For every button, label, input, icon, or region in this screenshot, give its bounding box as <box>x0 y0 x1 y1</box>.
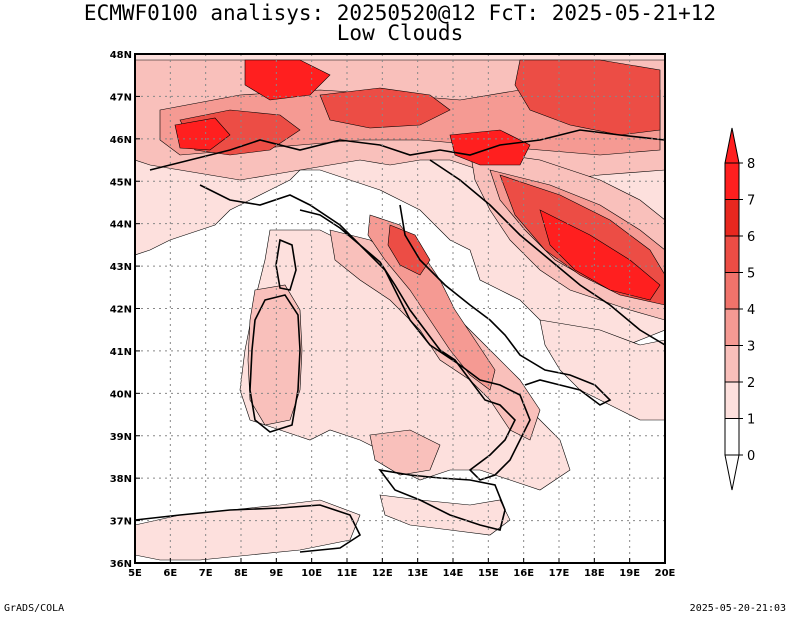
lat-tick-label: 47N <box>110 92 132 103</box>
lat-tick-label: 36N <box>110 559 132 570</box>
balkan-coast <box>429 159 665 346</box>
lon-tick-label: 12E <box>372 568 393 579</box>
sardinia-coastline <box>249 294 301 433</box>
lat-tick-label: 44N <box>110 220 132 231</box>
latitude-axis: 36N 37N 38N 39N 40N 41N 42N 43N 44N 45N 46N 47N 48N <box>110 50 140 570</box>
lon-tick-label: 10E <box>301 568 322 579</box>
lon-tick-label: 16E <box>513 568 534 579</box>
colorbar-label: 4 <box>747 303 755 318</box>
lon-tick-label: 17E <box>549 568 570 579</box>
lon-tick-label: 5E <box>128 568 142 579</box>
colorbar-segment <box>724 381 740 419</box>
cloud-region-level5-apennine <box>387 224 431 276</box>
colorbar-label: 2 <box>747 376 755 391</box>
map-subtitle: Low Clouds <box>336 21 464 45</box>
sicily-coastline <box>378 468 506 531</box>
lat-tick-label: 37N <box>110 517 132 528</box>
colorbar-label: 5 <box>747 267 755 282</box>
colorbar-segment <box>724 162 740 200</box>
colorbar-label: 8 <box>747 157 755 172</box>
lat-tick-label: 46N <box>110 135 132 146</box>
colorbar-segment <box>724 272 740 310</box>
lat-tick-label: 38N <box>110 474 132 485</box>
longitude-axis: 5E 6E 7E 8E 9E 10E 11E 12E 13E 14E 15E 16E 17E 18E 19E… <box>128 558 676 579</box>
cloud-region-level8-nw <box>174 117 231 151</box>
lat-tick-label: 41N <box>110 347 132 358</box>
colorbar-bottom-arrow <box>724 454 740 491</box>
lat-tick-label: 42N <box>110 305 132 316</box>
lon-tick-label: 20E <box>655 568 676 579</box>
colorbar-label: 1 <box>747 413 755 428</box>
lat-tick-label: 45N <box>110 177 132 188</box>
lon-tick-label: 18E <box>584 568 605 579</box>
italy-coastline <box>199 184 612 481</box>
lat-tick-label: 43N <box>110 262 132 273</box>
lat-tick-label: 39N <box>110 432 132 443</box>
colorbar-segment <box>724 345 740 383</box>
lon-tick-label: 9E <box>269 568 283 579</box>
lat-tick-label: 48N <box>110 50 132 61</box>
colorbar-segment <box>724 308 740 346</box>
lon-tick-label: 6E <box>163 568 177 579</box>
lon-tick-label: 19E <box>619 568 640 579</box>
lat-tick-label: 40N <box>110 389 132 400</box>
alps-border <box>149 129 665 171</box>
graticule <box>135 54 665 563</box>
colorbar-label: 6 <box>747 230 755 245</box>
colorbar-segment <box>724 199 740 237</box>
lon-tick-label: 7E <box>199 568 213 579</box>
map-title: ECMWF0100 analisys: 20250520@12 FcT: 202… <box>83 1 717 25</box>
footer-credit: GrADS/COLA <box>4 603 65 614</box>
footer-timestamp: 2025-05-20-21:03 <box>689 603 786 614</box>
cloud-region-level2-sardinia <box>247 284 303 426</box>
lon-tick-label: 11E <box>337 568 358 579</box>
lon-tick-label: 14E <box>443 568 464 579</box>
coastlines <box>135 129 665 553</box>
cloud-field <box>135 54 665 561</box>
cloud-region-level8-alps <box>244 59 331 101</box>
cloud-region-level2-tyrrhenian <box>369 429 441 476</box>
lon-tick-label: 13E <box>407 568 428 579</box>
colorbar-label: 0 <box>747 449 755 464</box>
africa-coastline <box>135 504 362 553</box>
colorbar-label: 3 <box>747 340 755 355</box>
colorbar-segment <box>724 235 740 273</box>
lon-tick-label: 15E <box>478 568 499 579</box>
colorbar: 0 1 2 3 4 5 6 7 8 <box>724 127 755 491</box>
colorbar-segment <box>724 418 740 456</box>
colorbar-label: 7 <box>747 194 755 209</box>
lon-tick-label: 8E <box>234 568 248 579</box>
colorbar-top-arrow <box>724 127 740 164</box>
